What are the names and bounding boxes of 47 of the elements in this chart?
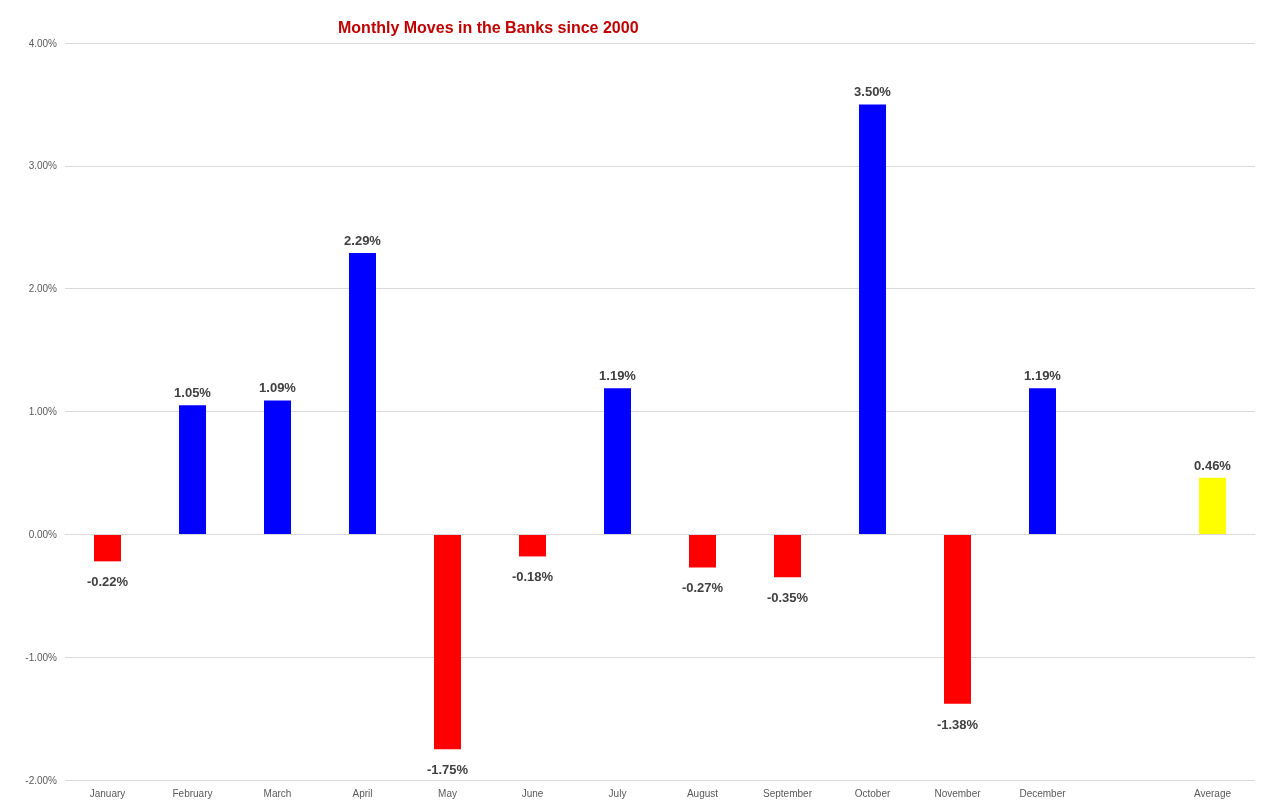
data-label: -1.75%: [426, 762, 469, 778]
data-label: -0.27%: [681, 580, 724, 596]
data-label: 0.46%: [1194, 457, 1232, 473]
y-tick-label: 2.00%: [28, 283, 58, 295]
x-tick-label: July: [608, 787, 627, 799]
x-tick-label: February: [172, 787, 213, 799]
bar: [179, 405, 206, 535]
x-tick-label: October: [854, 787, 891, 799]
x-tick-label: November: [934, 787, 982, 799]
data-label: -0.35%: [766, 590, 809, 606]
data-label: 2.29%: [344, 233, 382, 249]
bar: [859, 104, 886, 535]
bar: [349, 253, 376, 535]
bar: [1029, 388, 1056, 535]
bar: [519, 534, 546, 557]
bar: [774, 534, 801, 578]
y-tick-label: 1.00%: [28, 406, 58, 417]
x-tick-label: April: [352, 787, 373, 799]
x-tick-label: March: [263, 787, 292, 799]
data-label: -0.18%: [511, 569, 554, 585]
bar: [689, 534, 716, 568]
x-tick-label: December: [1019, 787, 1067, 799]
data-label: 1.09%: [259, 380, 297, 396]
bar: [264, 400, 291, 535]
x-tick-label: June: [521, 787, 544, 799]
bar: [944, 534, 971, 704]
x-tick-label: May: [438, 787, 457, 799]
y-tick-label: 0.00%: [28, 528, 58, 540]
data-label: 3.50%: [854, 84, 892, 100]
x-tick-label: September: [763, 787, 813, 799]
chart-title: Monthly Moves in the Banks since 2000: [338, 18, 639, 36]
y-tick-label: 4.00%: [28, 37, 58, 49]
x-tick-label: January: [89, 787, 126, 799]
y-tick-label: 3.00%: [28, 160, 58, 172]
x-tick-label: August: [686, 787, 719, 799]
y-tick-label: -2.00%: [25, 774, 58, 786]
bar: [94, 534, 121, 562]
data-label: -0.22%: [86, 574, 129, 590]
x-tick-label: Average: [1193, 787, 1232, 799]
y-tick-label: -1.00%: [25, 651, 58, 663]
data-label: 1.19%: [599, 368, 637, 384]
bar: [604, 388, 631, 535]
data-label: 1.19%: [1024, 368, 1062, 384]
data-label: 1.05%: [174, 385, 212, 401]
bar: [434, 534, 461, 750]
bar: [1199, 477, 1226, 535]
data-label: -1.38%: [936, 716, 979, 732]
